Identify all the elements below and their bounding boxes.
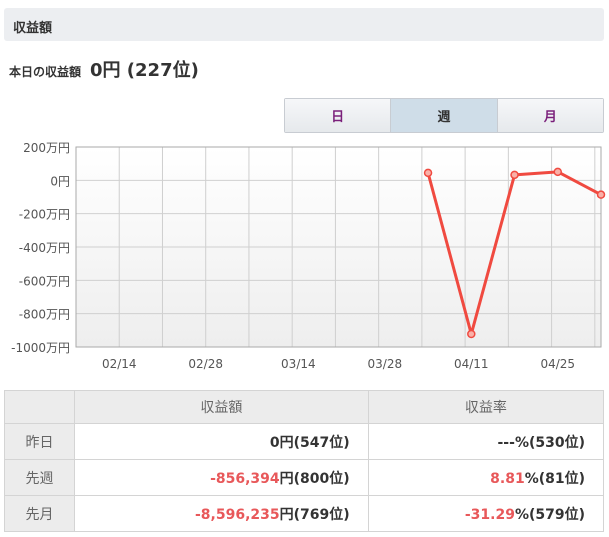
table-header-amount: 収益額 (74, 390, 369, 424)
data-point (510, 170, 519, 180)
rate-cell: 8.81%(81位) (367, 459, 605, 496)
x-tick-label: 03/14 (281, 357, 316, 371)
today-value: 0円 (227位) (90, 60, 199, 81)
amount-cell: -856,394円(800位) (74, 459, 369, 496)
amount-value: -856,394 (210, 470, 280, 487)
data-point (467, 329, 476, 339)
rate-suffix: %(579位) (514, 506, 585, 523)
tab-day[interactable]: 日 (285, 99, 392, 132)
amount-suffix: 円(769位) (279, 506, 350, 523)
tab-week[interactable]: 週 (391, 99, 498, 132)
amount-suffix: 円(547位) (279, 434, 350, 451)
x-tick-label: 03/28 (368, 357, 403, 371)
rate-value: -31.29 (464, 506, 515, 523)
today-earnings: 本日の収益額 0円 (227位) (9, 56, 199, 82)
data-point (553, 167, 563, 177)
section-header: 収益額 (4, 8, 604, 41)
y-tick-label: -200万円 (19, 208, 70, 222)
earnings-chart: 200万円 0円 -200万円 -400万円 -600万円 -800万円 -1000万円 02… (11, 141, 606, 371)
y-tick-label: 200万円 (23, 141, 70, 155)
table-row: 先月 -8,596,235円(769位) -31.29%(579位) (4, 495, 605, 532)
rate-cell: -31.29%(579位) (367, 495, 605, 532)
data-point (596, 190, 606, 199)
x-tick-label: 04/11 (454, 357, 489, 371)
amount-cell: 0円(547位) (74, 423, 369, 460)
y-tick-label: -400万円 (19, 241, 70, 255)
amount-cell: -8,596,235円(769位) (74, 495, 369, 532)
amount-suffix: 円(800位) (279, 470, 350, 487)
table-header-blank (4, 390, 75, 424)
row-label: 昨日 (4, 423, 75, 460)
table-row: 昨日 0円(547位) ---%(530位) (4, 423, 605, 460)
today-label: 本日の収益額 (9, 65, 82, 79)
y-tick-label: -800万円 (19, 308, 70, 322)
table-header-rate: 収益率 (367, 390, 605, 424)
plot-border (75, 146, 602, 348)
data-point (423, 168, 433, 178)
x-tick-label: 02/14 (102, 357, 137, 371)
amount-value: -8,596,235 (195, 506, 280, 523)
rate-value: --- (497, 434, 515, 451)
y-tick-label: -1000万円 (11, 341, 70, 355)
row-label: 先月 (4, 495, 75, 532)
rate-cell: ---%(530位) (367, 423, 605, 460)
table-row: 先週 -856,394円(800位) 8.81%(81位) (4, 459, 605, 496)
y-tick-label: -600万円 (19, 274, 70, 288)
row-label: 先週 (4, 459, 75, 496)
x-tick-label: 02/28 (188, 357, 223, 371)
rate-suffix: %(81位) (524, 470, 585, 487)
rate-value: 8.81 (490, 470, 525, 487)
x-tick-label: 04/25 (540, 357, 575, 371)
tab-month[interactable]: 月 (497, 99, 603, 132)
amount-value: 0 (269, 434, 280, 451)
y-tick-label: 0円 (50, 174, 70, 188)
rate-suffix: %(530位) (514, 434, 585, 451)
period-tabs: 日 週 月 (284, 98, 604, 133)
earnings-table: 収益額 収益率 昨日 0円(547位) ---%(530位) 先週 -856,3… (4, 390, 605, 532)
